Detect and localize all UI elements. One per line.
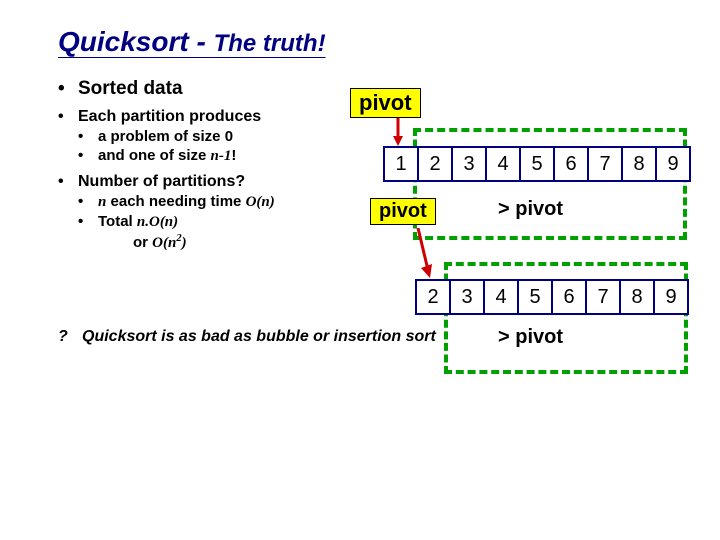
array-cell: 3 <box>452 147 486 181</box>
array-cell: 3 <box>450 280 484 314</box>
array-top: 123456789 <box>383 146 691 182</box>
text-total: Total <box>98 213 137 230</box>
bullet-or: or O(n2) <box>113 233 368 252</box>
bullet-n-each: n each needing time O(n) <box>78 193 368 211</box>
title-sub: The truth! <box>214 30 326 57</box>
math-on2: O(n2) <box>152 235 186 251</box>
text-each-needing: each needing time <box>106 193 245 210</box>
bullet-each-partition: Each partition produces <box>58 108 368 126</box>
array-cell: 9 <box>656 147 690 181</box>
math-on2-a: O(n <box>152 235 176 251</box>
text-and-one: and one of size <box>98 147 211 164</box>
array-bottom: 23456789 <box>415 279 689 315</box>
pivot-label-top: pivot <box>350 88 421 118</box>
slide-title: Quicksort - The truth! <box>58 26 326 58</box>
math-on: O(n) <box>246 194 275 210</box>
array-cell: 8 <box>620 280 654 314</box>
dashed-box-top <box>413 128 687 240</box>
array-cell: 6 <box>552 280 586 314</box>
array-cell: 5 <box>520 147 554 181</box>
math-on2-b: ) <box>182 235 187 251</box>
text-excl: ! <box>231 147 236 164</box>
title-main: Quicksort - <box>58 26 214 57</box>
array-cell: 9 <box>654 280 688 314</box>
final-q-mark: ? <box>58 328 82 346</box>
math-non: n.O(n) <box>137 214 178 230</box>
array-cell: 1 <box>384 147 418 181</box>
array-cell: 2 <box>418 147 452 181</box>
array-cell: 7 <box>588 147 622 181</box>
gt-pivot-label-1: > pivot <box>498 198 563 221</box>
final-line: ?Quicksort is as bad as bubble or insert… <box>58 328 436 346</box>
math-n-1: n-1 <box>211 148 232 164</box>
bullet-list: Sorted data Each partition produces a pr… <box>58 78 368 254</box>
bullet-total: Total n.O(n) <box>78 213 368 231</box>
array-cell: 4 <box>486 147 520 181</box>
pivot-label-mid: pivot <box>370 198 436 225</box>
bullet-num-partitions: Number of partitions? <box>58 173 368 191</box>
arrow-mid-icon <box>412 228 436 282</box>
array-cell: 5 <box>518 280 552 314</box>
bullet-sorted-data: Sorted data <box>58 78 368 100</box>
bullet-size-n1: and one of size n-1! <box>78 147 368 165</box>
array-cell: 2 <box>416 280 450 314</box>
array-cell: 4 <box>484 280 518 314</box>
bullet-size-0: a problem of size 0 <box>78 128 368 145</box>
arrow-top-icon <box>390 118 406 148</box>
final-text: Quicksort is as bad as bubble or inserti… <box>82 328 436 345</box>
array-cell: 8 <box>622 147 656 181</box>
array-cell: 6 <box>554 147 588 181</box>
text-or: or <box>133 234 152 251</box>
gt-pivot-label-2: > pivot <box>498 326 563 349</box>
array-cell: 7 <box>586 280 620 314</box>
